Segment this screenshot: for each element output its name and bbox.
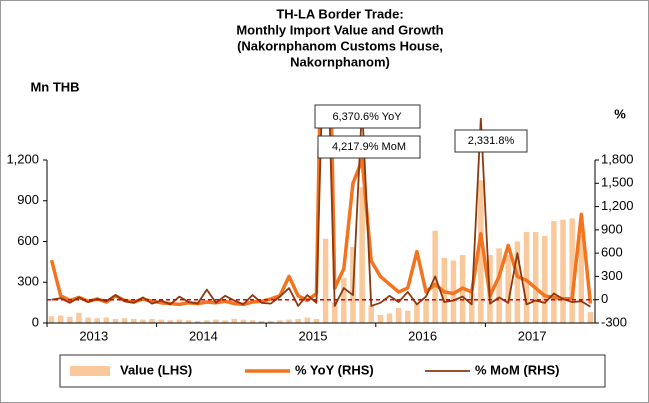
bar: [213, 319, 219, 323]
bar: [523, 231, 530, 323]
annotation: 2,331.8%: [468, 135, 515, 147]
bar: [131, 318, 137, 323]
y2-tick-label: -300: [601, 314, 627, 329]
title-line: TH-LA Border Trade:: [276, 6, 403, 21]
y2-tick-label: 900: [601, 221, 623, 236]
bar: [514, 241, 521, 323]
bar: [277, 320, 283, 323]
bar: [468, 293, 475, 323]
bar: [176, 319, 183, 323]
bar: [112, 318, 119, 323]
bar: [286, 319, 292, 323]
annotation: 6,370.6% YoY: [332, 111, 402, 123]
bar: [331, 302, 338, 323]
y-tick-label: 600: [17, 233, 39, 248]
y2-tick-label: 600: [601, 245, 623, 260]
legend-label: % YoY (RHS): [295, 362, 374, 377]
bar: [258, 320, 265, 323]
y2-tick-label: 1,500: [601, 175, 634, 190]
bar: [368, 305, 374, 323]
bar: [587, 312, 594, 323]
y-tick-label: 1,200: [6, 151, 39, 166]
bar: [542, 236, 548, 323]
bar: [322, 238, 329, 323]
title-line: Monthly Import Value and Growth: [236, 22, 443, 37]
y2-tick-label: 300: [601, 268, 623, 283]
y-tick-label: 0: [32, 314, 39, 329]
bar: [377, 314, 384, 323]
legend-label: % MoM (RHS): [475, 362, 560, 377]
bar: [94, 318, 100, 323]
x-tick-label: 2016: [408, 328, 437, 343]
annotation-box: [317, 135, 421, 159]
bar: [341, 278, 347, 323]
bar: [386, 313, 393, 323]
annotation-box: [314, 104, 421, 129]
bar: [204, 320, 210, 323]
bar: [231, 318, 237, 323]
bar: [240, 319, 247, 323]
bar: [103, 317, 110, 323]
y-tick-label: 300: [17, 274, 39, 289]
bar: [505, 255, 511, 323]
bar: [569, 218, 575, 323]
bar: [249, 320, 256, 323]
y-axis-label: Mn THB: [30, 79, 79, 94]
bar: [85, 317, 91, 323]
legend-swatch: [70, 366, 110, 376]
x-tick-label: 2017: [518, 328, 547, 343]
bar: [149, 318, 155, 323]
bar: [423, 299, 429, 323]
bar: [532, 231, 539, 323]
bar: [578, 234, 585, 323]
bar: [222, 320, 228, 323]
bar: [304, 317, 311, 323]
title-line: (Nakornphanom Customs House,: [237, 38, 443, 53]
legend: [59, 354, 606, 388]
x-tick-label: 2013: [79, 328, 108, 343]
bar: [185, 320, 192, 323]
bar: [359, 187, 365, 323]
bar: [295, 318, 301, 323]
bar: [140, 319, 146, 323]
bar: [48, 316, 55, 323]
bar: [414, 302, 420, 323]
x-tick-label: 2014: [189, 328, 218, 343]
y2-tick-label: 0: [601, 291, 608, 306]
title-line: Nakornphanom): [290, 54, 390, 69]
bar: [478, 180, 484, 323]
bar: [194, 320, 201, 323]
y2-tick-label: 1,200: [601, 198, 634, 213]
annotation-box: [454, 129, 528, 153]
bar: [268, 320, 274, 323]
x-tick-label: 2015: [299, 328, 328, 343]
bar: [395, 308, 402, 323]
bar: [405, 310, 411, 323]
bar: [167, 320, 174, 323]
bar: [158, 319, 164, 323]
bar: [496, 248, 502, 323]
annotation: 4,217.9% MoM: [332, 141, 406, 153]
y2-axis-label: %: [614, 106, 626, 121]
legend-label: Value (LHS): [120, 362, 192, 377]
y-tick-label: 900: [17, 192, 39, 207]
bar: [67, 316, 73, 323]
bar: [551, 221, 557, 323]
bar: [121, 318, 128, 323]
y2-tick-label: 1,800: [601, 151, 634, 166]
bar: [313, 318, 320, 323]
bar: [57, 315, 64, 323]
bar: [560, 219, 566, 323]
bar: [76, 312, 82, 323]
